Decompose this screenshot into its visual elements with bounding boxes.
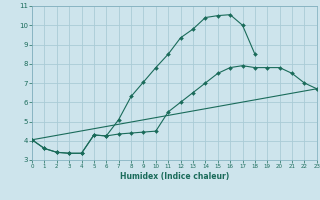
X-axis label: Humidex (Indice chaleur): Humidex (Indice chaleur) — [120, 172, 229, 181]
